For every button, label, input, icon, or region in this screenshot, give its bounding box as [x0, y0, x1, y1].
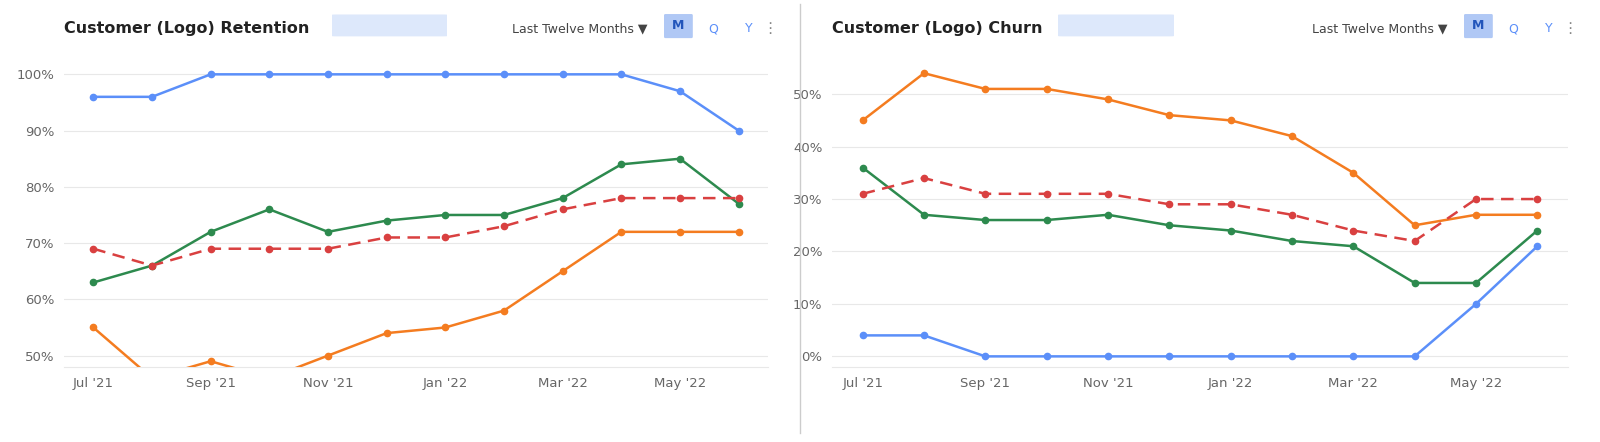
Text: Y: Y — [1546, 22, 1552, 35]
Text: ⋮: ⋮ — [762, 21, 778, 36]
FancyBboxPatch shape — [330, 15, 450, 36]
Text: Customer (Logo) Churn: Customer (Logo) Churn — [832, 21, 1043, 36]
Text: Q: Q — [1509, 22, 1518, 35]
FancyBboxPatch shape — [1056, 15, 1176, 36]
Text: Y: Y — [746, 22, 752, 35]
Text: M: M — [1472, 19, 1485, 32]
FancyBboxPatch shape — [1464, 14, 1493, 38]
Text: Product Line ▾: Product Line ▾ — [349, 19, 430, 31]
Text: Q: Q — [709, 22, 718, 35]
Text: Product Line ▾: Product Line ▾ — [1075, 19, 1157, 31]
Text: Last Twelve Months ▼: Last Twelve Months ▼ — [512, 22, 648, 35]
FancyBboxPatch shape — [664, 14, 693, 38]
Text: Customer (Logo) Retention: Customer (Logo) Retention — [64, 21, 309, 36]
Text: Last Twelve Months ▼: Last Twelve Months ▼ — [1312, 22, 1448, 35]
Text: M: M — [672, 19, 685, 32]
Text: ⋮: ⋮ — [1562, 21, 1578, 36]
